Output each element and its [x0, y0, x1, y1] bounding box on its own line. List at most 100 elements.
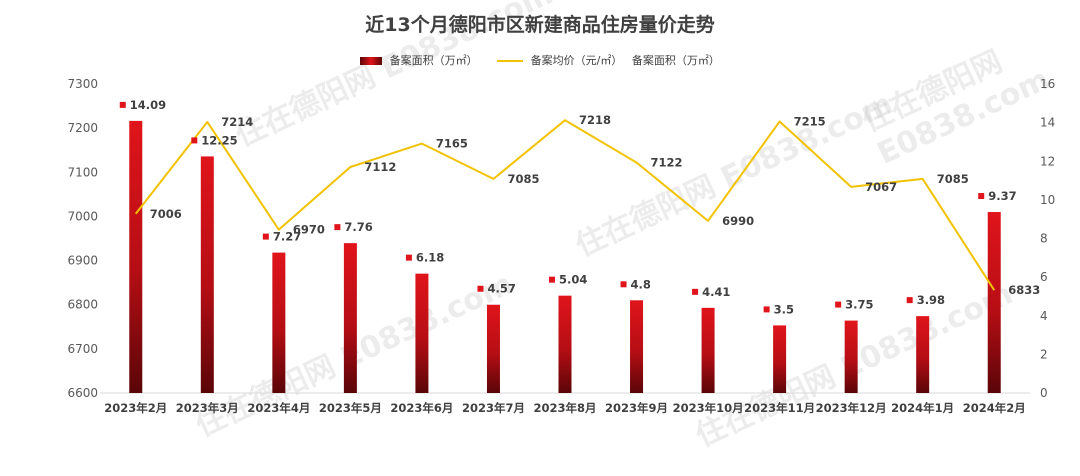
bar-data-label: 3.75 — [845, 298, 873, 312]
right-tick-label: 8 — [1040, 232, 1048, 246]
bar — [773, 325, 787, 393]
bar-data-label: 6.18 — [416, 251, 444, 265]
line-data-label: 7006 — [150, 207, 182, 221]
x-tick-label: 2023年2月 — [104, 401, 167, 415]
bar — [343, 243, 357, 393]
bar-label-marker — [620, 281, 627, 288]
line-data-label: 7214 — [221, 115, 253, 129]
bar-data-label: 7.76 — [344, 220, 372, 234]
bar-label-marker — [191, 137, 198, 144]
x-tick-label: 2024年1月 — [891, 401, 954, 415]
x-tick-label: 2023年5月 — [319, 401, 382, 415]
left-tick-label: 7300 — [67, 77, 98, 91]
bar-label-marker — [692, 288, 699, 295]
left-tick-label: 7000 — [67, 209, 98, 223]
x-axis: 2023年2月 2023年3月 2023年4月 2023年5月 2023年6月 2023年… — [104, 401, 1025, 415]
bar — [415, 273, 429, 393]
left-tick-label: 7100 — [67, 165, 98, 179]
bar — [844, 320, 858, 393]
bar-data-label: 4.41 — [702, 285, 730, 299]
left-tick-label: 6900 — [67, 254, 98, 268]
x-tick-label: 2023年4月 — [247, 401, 310, 415]
bar — [987, 212, 1001, 393]
bar — [129, 120, 143, 393]
legend-item-area[interactable]: 备案面积（万㎡） — [360, 52, 478, 68]
bar — [486, 304, 500, 393]
x-tick-label: 2023年12月 — [816, 401, 887, 415]
bar — [916, 316, 930, 393]
bar-data-label: 3.98 — [917, 293, 945, 307]
left-tick-label: 6800 — [67, 298, 98, 312]
chart-title: 近13个月德阳市区新建商品住房量价走势 — [365, 14, 715, 36]
left-axis: 6600 6700 6800 6900 7000 7100 7200 7300 — [67, 77, 98, 400]
bar-data-label: 7.27 — [273, 230, 301, 244]
legend-item-price[interactable]: 备案均价（元/㎡） 备案面积（万㎡） — [497, 52, 720, 68]
bar-data-label: 4.8 — [631, 277, 651, 291]
x-tick-label: 2023年8月 — [533, 401, 596, 415]
bar-data-label: 4.57 — [487, 282, 515, 296]
line-data-label: 6990 — [722, 214, 754, 228]
right-axis: 0 2 4 6 8 10 12 14 16 — [1040, 77, 1055, 400]
line-data-label: 7112 — [364, 160, 396, 174]
left-tick-label: 6700 — [67, 342, 98, 356]
bar-data-labels: 14.09 12.25 7.27 7.76 6.18 4.57 5.04 4.8 4.41 3.5… — [119, 98, 1017, 316]
legend-label: 备案均价（元/㎡） — [530, 54, 623, 67]
line-series — [134, 119, 996, 291]
bar-data-label: 5.04 — [559, 273, 587, 287]
bar-data-label: 14.09 — [130, 98, 166, 112]
x-tick-label: 2023年11月 — [744, 401, 815, 415]
line-data-label: 6833 — [1008, 283, 1040, 297]
bar-data-label: 12.25 — [201, 133, 237, 147]
price-line — [134, 119, 996, 291]
bar-label-marker — [405, 254, 412, 261]
bar-label-marker — [978, 193, 985, 200]
bar-data-label: 9.37 — [988, 189, 1016, 203]
right-tick-label: 6 — [1040, 270, 1048, 284]
bar — [701, 307, 715, 393]
bar-label-marker — [906, 297, 913, 304]
line-data-label: 7165 — [436, 137, 468, 151]
bar-label-marker — [119, 101, 126, 108]
bar-data-label: 3.5 — [774, 302, 794, 316]
legend: 备案面积（万㎡） 备案均价（元/㎡） 备案面积（万㎡） — [0, 52, 1080, 68]
line-data-label: 7122 — [651, 156, 683, 170]
bar-label-marker — [835, 301, 842, 308]
bar-label-marker — [477, 285, 484, 292]
right-tick-label: 16 — [1040, 77, 1055, 91]
x-tick-label: 2023年6月 — [390, 401, 453, 415]
line-data-label: 7085 — [507, 172, 539, 186]
line-data-label: 7085 — [937, 172, 969, 186]
x-tick-label: 2023年7月 — [462, 401, 525, 415]
bar-label-marker — [549, 276, 555, 283]
bar — [630, 300, 644, 393]
bar-label-marker — [334, 224, 341, 231]
line-data-label: 7218 — [579, 113, 611, 127]
legend-label: 备案面积（万㎡） — [631, 54, 720, 67]
right-tick-label: 10 — [1040, 193, 1055, 207]
line-data-labels: 7006 7214 6970 7112 7165 7085 7218 7122 6990 7215… — [150, 113, 1040, 297]
right-tick-label: 12 — [1040, 154, 1055, 168]
bar-series — [129, 120, 1001, 393]
bar-label-marker — [262, 233, 269, 240]
legend-label: 备案面积（万㎡） — [389, 54, 478, 67]
legend-swatch-line — [497, 60, 524, 62]
line-data-label: 7067 — [865, 180, 897, 194]
left-tick-label: 6600 — [67, 386, 98, 400]
left-tick-label: 7200 — [67, 121, 98, 135]
bar — [200, 156, 214, 393]
bar-label-marker — [763, 306, 770, 313]
bar — [558, 295, 572, 393]
x-tick-label: 2024年2月 — [963, 401, 1026, 415]
legend-swatch-bar — [360, 57, 383, 65]
line-data-label: 7215 — [794, 115, 826, 129]
right-tick-label: 14 — [1040, 116, 1055, 130]
bar — [272, 252, 286, 393]
x-tick-label: 2023年10月 — [673, 401, 744, 415]
x-tick-label: 2023年3月 — [176, 401, 239, 415]
line-data-label: 6970 — [293, 223, 325, 237]
right-tick-label: 4 — [1040, 309, 1048, 323]
x-tick-label: 2023年9月 — [605, 401, 668, 415]
right-tick-label: 2 — [1040, 347, 1048, 361]
